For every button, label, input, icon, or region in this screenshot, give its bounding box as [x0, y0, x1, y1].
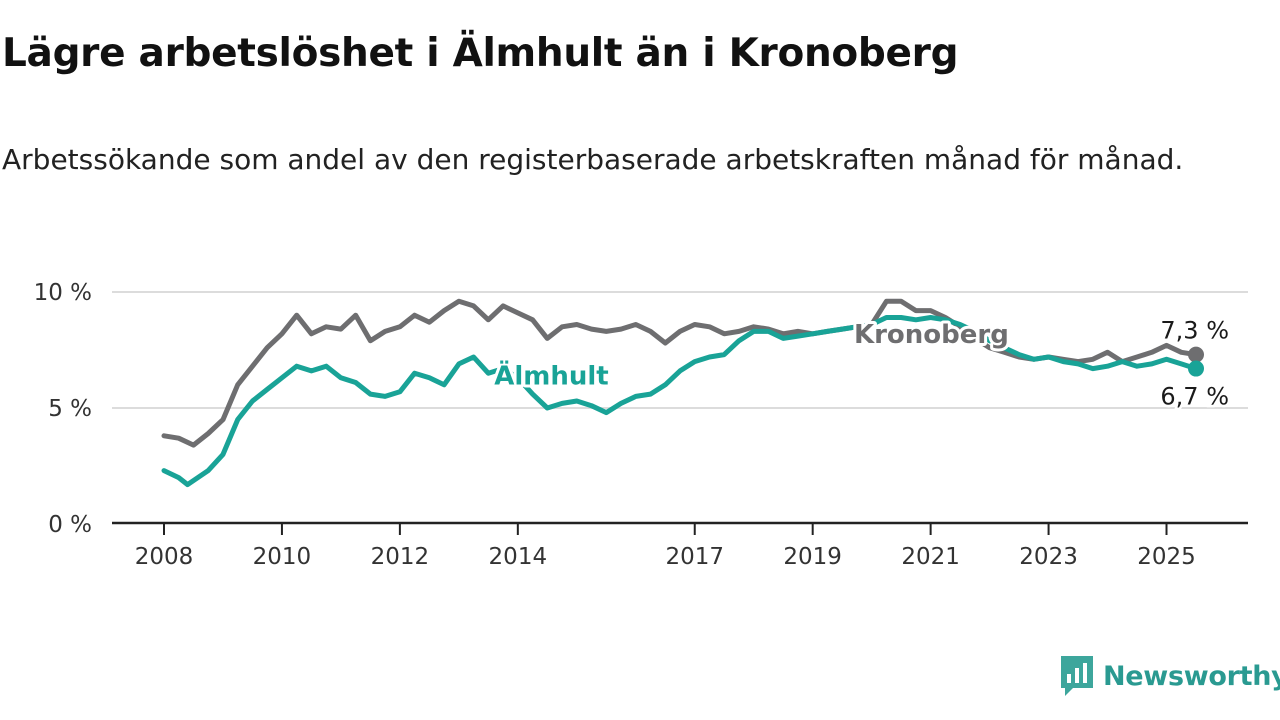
y-tick-label: 0 %: [48, 512, 92, 538]
x-tick-label: 2025: [1137, 544, 1196, 570]
y-tick-label: 5 %: [48, 396, 92, 422]
chart-subtitle: Arbetssökande som andel av den registerb…: [2, 143, 1184, 176]
end-marker-almhult: [1188, 360, 1204, 377]
y-tick-label: 10 %: [34, 280, 92, 306]
series-lines: [161, 298, 1204, 488]
x-tick-label: 2010: [253, 544, 312, 570]
chart-title: Lägre arbetslöshet i Älmhult än i Kronob…: [2, 31, 959, 76]
x-tick-label: 2014: [489, 544, 548, 570]
end-value-label-almhult: 6,7 %: [1160, 383, 1229, 411]
grid-lines: [112, 291, 1248, 409]
x-tick-label: 2023: [1019, 544, 1078, 570]
newsworthy-logo: Newsworthy: [1059, 654, 1280, 698]
series-line-almhult: [161, 315, 1199, 488]
chart-bubble-icon: [1061, 656, 1093, 696]
x-axis-ticks: 2008 2010 2012 2014 2017 2019 2021 2023 2025: [135, 524, 1196, 570]
end-marker-kronoberg: [1188, 346, 1204, 363]
series-labels: Kronoberg Älmhult 7,3 % 6,7 %: [491, 314, 1231, 413]
x-tick-label: 2008: [135, 544, 194, 570]
end-value-label-kronoberg: 7,3 %: [1160, 317, 1229, 345]
x-tick-label: 2012: [371, 544, 430, 570]
series-label-almhult: Älmhult: [494, 360, 609, 392]
series-label-kronoberg: Kronoberg: [854, 320, 1009, 350]
x-tick-label: 2021: [901, 544, 960, 570]
x-tick-label: 2017: [665, 544, 724, 570]
logo-text: Newsworthy: [1103, 660, 1280, 692]
x-tick-label: 2019: [783, 544, 842, 570]
y-axis-ticks: 0 % 5 % 10 %: [34, 280, 92, 538]
